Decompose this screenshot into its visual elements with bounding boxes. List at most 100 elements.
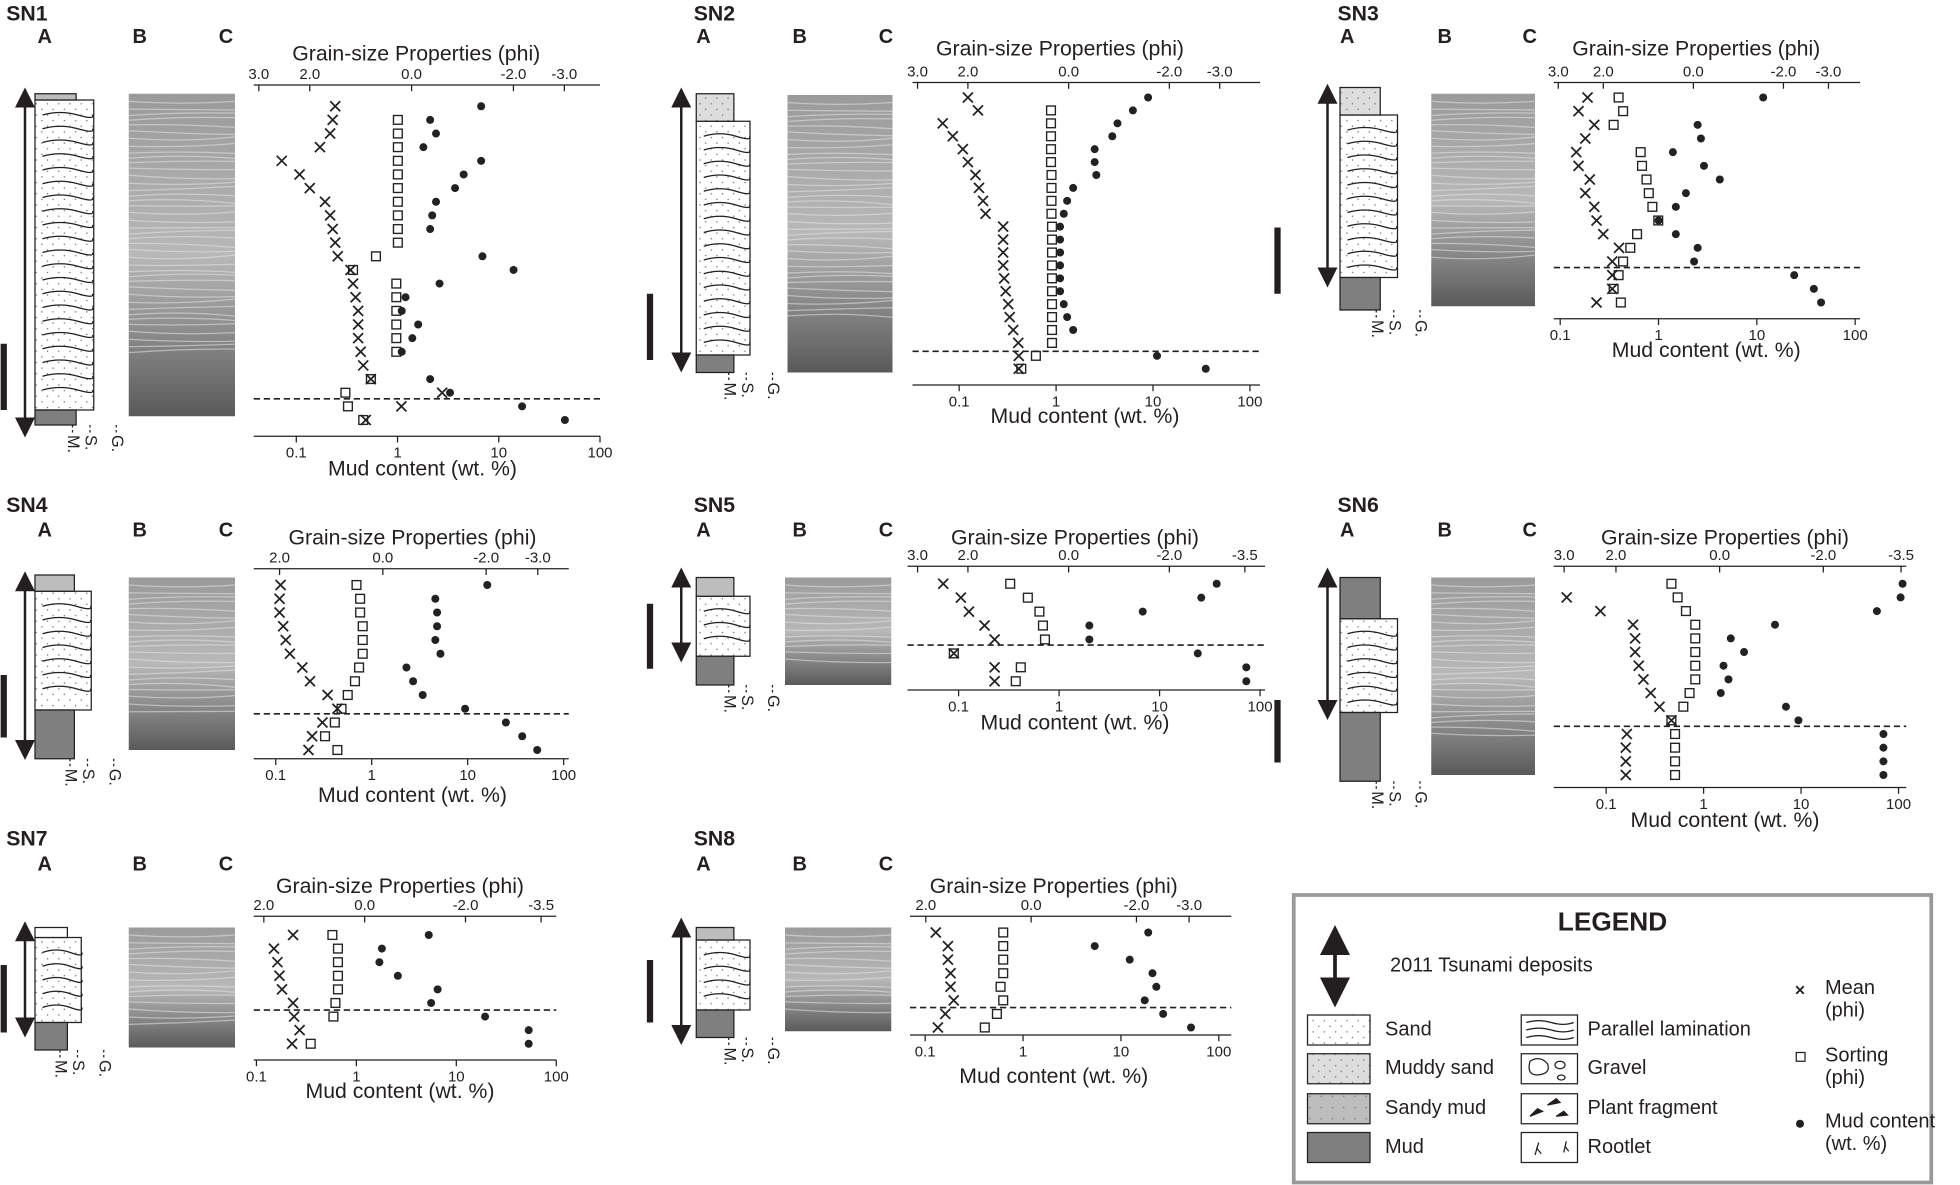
mean-point (304, 675, 316, 687)
mean-point (948, 647, 960, 660)
mud-point (1693, 243, 1702, 252)
mud-point (1092, 171, 1101, 179)
grain-label: G. (764, 695, 782, 712)
bottom-tick-label: 10 (1793, 796, 1810, 813)
mud-point (1690, 257, 1699, 266)
grain-label: S. (1385, 791, 1403, 806)
mud-point (1716, 689, 1725, 698)
legend-entry: Mean (phi) (1825, 978, 1875, 1022)
top-tick-label: -2.0 (1771, 63, 1797, 80)
mud-point (1681, 189, 1690, 198)
mean-point (1594, 605, 1607, 617)
sorting-point (1034, 606, 1045, 617)
top-tick-label: -3.0 (551, 66, 577, 83)
mud-point (1187, 1023, 1196, 1032)
top-tick-label: 3.0 (1548, 63, 1569, 80)
top-tick-label: 0.0 (1058, 547, 1079, 564)
mean-point (273, 606, 286, 619)
mean-point (944, 967, 957, 979)
sorting-point (1615, 297, 1626, 308)
sorting-point (998, 954, 1009, 965)
bottom-tick-label: 1 (1019, 1043, 1027, 1060)
sorting-point (1046, 208, 1057, 219)
lamination (1347, 630, 1398, 706)
scale-bar (0, 343, 7, 410)
mud-point (1153, 351, 1162, 360)
core-photo (785, 577, 892, 685)
top-tick-label: 3.0 (907, 547, 928, 564)
bottom-tick-label: 1 (393, 445, 401, 462)
sorting-point (332, 970, 344, 981)
mud-point (432, 129, 441, 138)
mean-point (1606, 255, 1618, 268)
legend-label: Parallel lamination (1588, 1018, 1751, 1040)
mean-point (997, 246, 1009, 259)
sorting-point (392, 183, 403, 194)
mean-point (287, 997, 299, 1009)
lamination (1347, 126, 1398, 271)
bottom-tick-label: 100 (544, 1068, 569, 1085)
column-cap (34, 93, 77, 101)
panel-title: SN3 (1338, 2, 1380, 26)
sorting-point (1635, 147, 1646, 158)
bottom-axis-label: Mud content (wt. %) (1631, 808, 1820, 832)
mud-point (1879, 743, 1888, 752)
mean-point (942, 940, 954, 952)
panel-title: SN2 (694, 2, 735, 26)
top-tick-label: 3.0 (907, 63, 928, 80)
sorting-point (1030, 350, 1041, 361)
mean-point (962, 91, 974, 104)
grain-label: S. (738, 383, 756, 398)
sorting-point (328, 1011, 339, 1022)
top-tick-label: -2.0 (1156, 547, 1182, 564)
mean-point (271, 956, 284, 968)
column-cap (695, 926, 735, 941)
mud-point (1059, 300, 1068, 309)
panel-letter: B (133, 26, 147, 48)
mud-point (1085, 635, 1094, 644)
sorting-point (1016, 363, 1027, 374)
mud-point (426, 375, 435, 384)
core-photo (128, 927, 235, 1048)
sorting-point (392, 169, 403, 180)
mean-point (332, 250, 344, 262)
mud-point (1790, 271, 1799, 280)
mean-point (1620, 769, 1632, 781)
bottom-tick-label: 0.1 (948, 698, 969, 715)
panel-title: SN1 (6, 2, 48, 26)
mud-point (1197, 593, 1206, 602)
mean-point (347, 277, 359, 290)
mean-point (948, 994, 960, 1006)
mean-point (932, 1021, 944, 1034)
mean-point (352, 318, 364, 331)
bottom-axis-label: Mud content (wt. %) (981, 710, 1170, 734)
mean-point (293, 168, 306, 181)
sorting-point (998, 927, 1009, 938)
mud-point (1069, 183, 1078, 192)
grain-label: S. (738, 695, 756, 710)
sorting-point (1046, 182, 1057, 193)
column-cap (1339, 576, 1381, 620)
sorting-point (392, 142, 403, 153)
mud-point (1719, 661, 1728, 670)
column-cap (34, 574, 75, 592)
panel-letter: C (879, 853, 893, 875)
bottom-tick-label: 10 (490, 445, 507, 462)
sorting-point (391, 333, 402, 344)
mud-point (401, 293, 410, 302)
mean-point (988, 675, 1001, 687)
mud-point (427, 998, 436, 1007)
swatch-muddy-sand (1306, 1053, 1371, 1085)
top-tick-label: -2.0 (1156, 63, 1182, 80)
lamination (703, 608, 751, 642)
mud-point (1056, 287, 1065, 296)
mean-point (1004, 311, 1016, 323)
sorting-point (355, 593, 366, 604)
panel-letter: C (219, 853, 233, 875)
sorting-point (349, 676, 361, 687)
sorting-point (1690, 633, 1701, 644)
grain-label: S. (738, 1048, 756, 1063)
mean-point (327, 114, 339, 126)
scale-bar (1274, 700, 1281, 763)
